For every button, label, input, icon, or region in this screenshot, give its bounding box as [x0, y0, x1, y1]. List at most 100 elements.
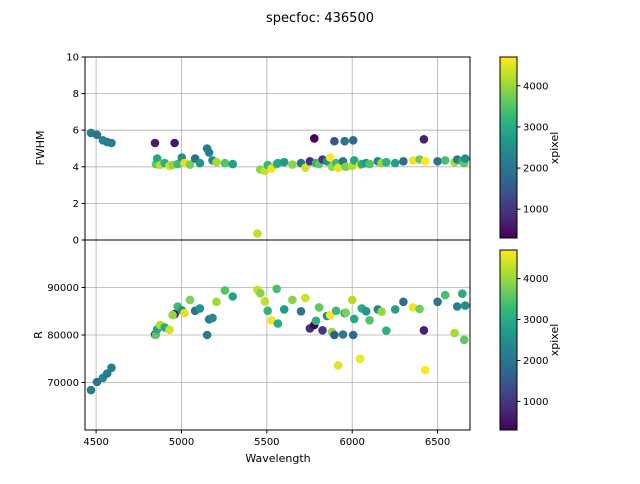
scatter-point [347, 295, 357, 305]
scatter-point [382, 157, 391, 167]
x-tick-label: 6000 [339, 437, 364, 448]
scatter-point [228, 292, 237, 301]
scatter-point [382, 326, 391, 336]
y-tick-label: 6 [73, 126, 79, 137]
scatter-point [365, 316, 374, 325]
x-axis-label: Wavelength [245, 452, 310, 465]
scatter-point [173, 159, 182, 169]
scatter-point [450, 328, 459, 338]
x-tick-label: 6500 [425, 437, 450, 448]
scatter-point [318, 326, 327, 335]
scatter-point [204, 148, 214, 157]
axes-frame [84, 56, 471, 241]
scatter-point [202, 330, 212, 340]
scatter-point [433, 157, 442, 166]
scatter-point [260, 297, 270, 306]
scatter-point [170, 138, 179, 148]
scatter-point [331, 306, 341, 316]
scatter-point [253, 229, 262, 238]
scatter-point [185, 295, 195, 305]
y-tick-label: 90000 [47, 283, 79, 294]
plot-layer: 0 2 4 6 8 10 1000 2000 3000 4000 70000 80000 90000 45… [47, 53, 548, 449]
y-tick-label: 10 [66, 53, 79, 64]
scatter-point [220, 158, 230, 168]
scatter-point [279, 157, 289, 167]
scatter-point [349, 156, 359, 165]
scatter-point [273, 319, 283, 328]
y-tick-label: 8 [73, 89, 79, 100]
scatter-point [279, 305, 289, 314]
scatter-point [452, 302, 462, 311]
colorbar-tick-label: 2000 [523, 356, 548, 367]
colorbar2-label: xpixel [548, 324, 561, 357]
scatter-point [361, 307, 371, 316]
scatter-point [440, 290, 450, 300]
scatter-point [348, 330, 358, 340]
scatter-point [459, 335, 469, 345]
scatter-point [458, 289, 467, 299]
scatter-point [341, 308, 351, 318]
y-tick-label: 2 [73, 199, 79, 210]
scatter-point [433, 297, 442, 307]
scatter-point [107, 138, 116, 148]
scatter-point [330, 330, 339, 340]
colorbar-tick-label: 1000 [523, 397, 548, 408]
scatter-point [390, 305, 400, 314]
scatter-point [349, 314, 359, 324]
r-axis-label: R [32, 331, 45, 339]
scatter-point [86, 385, 96, 395]
scatter-point [195, 304, 205, 313]
colorbar [499, 56, 518, 239]
colorbar-tick-label: 4000 [523, 274, 548, 285]
scatter-point [267, 316, 276, 325]
scatter-point [311, 316, 321, 326]
scatter-point [208, 313, 217, 323]
scatter-point [340, 136, 350, 146]
scatter-point [355, 354, 365, 364]
scatter-point [365, 159, 374, 169]
scatter-point [228, 159, 237, 169]
scatter-point [212, 157, 221, 167]
scatter-point [220, 286, 230, 295]
scatter-point [421, 157, 430, 166]
colorbar-tick-label: 4000 [523, 81, 548, 92]
scatter-point [419, 135, 429, 144]
scatter-point [390, 158, 400, 168]
x-tick-label: 4500 [83, 437, 108, 448]
scatter-point [440, 156, 450, 165]
scatter-point [195, 158, 205, 168]
colorbar-tick-label: 2000 [523, 164, 548, 175]
scatter-point [310, 134, 319, 143]
fwhm-axis-label: FWHM [34, 131, 47, 166]
colorbar-tick-label: 3000 [523, 122, 548, 133]
scatter-point [377, 307, 386, 317]
scatter-point [296, 307, 306, 316]
scatter-point [273, 158, 283, 168]
scatter-point [314, 303, 324, 312]
scatter-point [326, 153, 335, 162]
scatter-point [338, 330, 348, 339]
y-tick-label: 0 [73, 236, 79, 247]
scatter-point [150, 138, 160, 148]
scatter-point [333, 163, 343, 172]
figure-title: specfoc: 436500 [266, 11, 374, 26]
scatter-point [288, 295, 297, 305]
scatter-point [212, 297, 221, 307]
scatter-point [399, 297, 408, 307]
scatter-point [399, 157, 408, 166]
scatter-point [272, 284, 282, 294]
scatter-point [408, 156, 418, 165]
scatter-point [460, 154, 470, 163]
colorbar1-label: xpixel [548, 132, 561, 165]
x-tick-label: 5000 [169, 437, 194, 448]
scatter-point [107, 363, 116, 373]
scatter-point [341, 162, 351, 172]
scatter-point [180, 308, 189, 318]
scatter-point [168, 310, 177, 320]
scatter-point [255, 288, 265, 298]
y-tick-label: 80000 [47, 331, 79, 342]
scatter-point [152, 154, 162, 163]
scatter-point [92, 130, 102, 140]
scatter-point [301, 163, 310, 172]
